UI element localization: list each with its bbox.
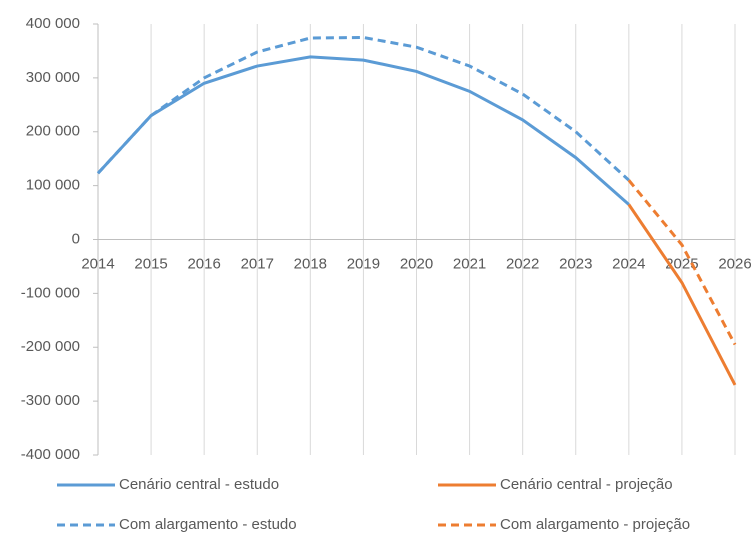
y-tick-label: -200 000	[21, 338, 80, 355]
x-tick-label: 2023	[559, 255, 592, 272]
series-line	[627, 203, 737, 386]
legend-label: Cenário central - projeção	[500, 476, 673, 493]
legend-label: Com alargamento - estudo	[119, 516, 297, 533]
x-tick-label: 2017	[241, 255, 274, 272]
y-tick-label: -400 000	[21, 446, 80, 463]
x-tick-label: 2021	[453, 255, 486, 272]
x-tick-label: 2019	[347, 255, 380, 272]
y-tick-label: -100 000	[21, 284, 80, 301]
x-tick-label: 2022	[506, 255, 539, 272]
series-line	[96, 55, 630, 206]
x-tick-label: 2020	[400, 255, 433, 272]
x-tick-label: 2024	[612, 255, 645, 272]
y-tick-label: 400 000	[26, 15, 80, 32]
x-tick-label: 2015	[134, 255, 167, 272]
y-tick-label: -300 000	[21, 392, 80, 409]
x-tick-label: 2026	[718, 255, 751, 272]
series-line	[627, 179, 737, 346]
y-tick-label: 300 000	[26, 69, 80, 86]
x-tick-label: 2016	[187, 255, 220, 272]
y-tick-label: 0	[72, 230, 80, 247]
legend-label: Com alargamento - projeção	[500, 516, 690, 533]
y-tick-label: 200 000	[26, 123, 80, 140]
legend-label: Cenário central - estudo	[119, 476, 279, 493]
y-tick-label: 100 000	[26, 177, 80, 194]
x-tick-label: 2018	[294, 255, 327, 272]
series-line	[96, 35, 630, 182]
